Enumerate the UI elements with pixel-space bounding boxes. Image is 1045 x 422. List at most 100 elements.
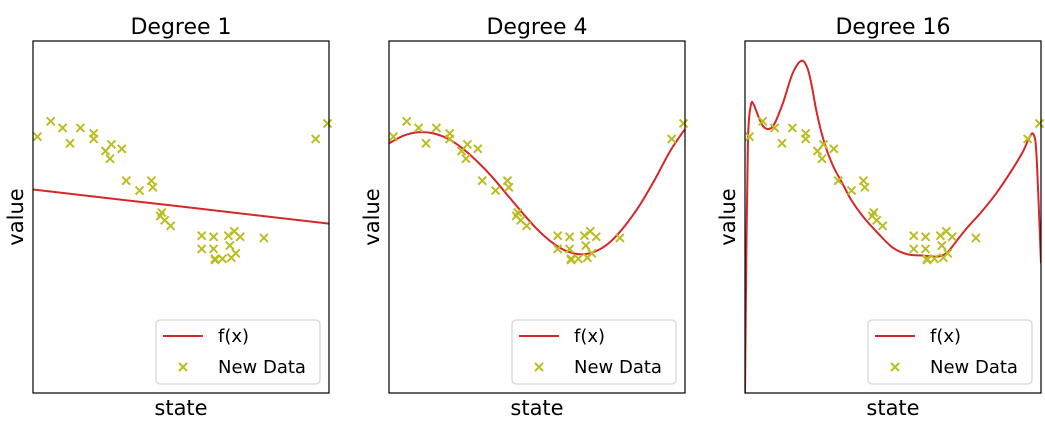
data-point	[46, 116, 56, 127]
data-point	[106, 139, 117, 150]
data-point	[553, 230, 563, 241]
data-point	[504, 182, 514, 193]
panel-degree-16: Degree 16 value state f(x) New Data	[716, 15, 1045, 420]
data-point	[462, 139, 473, 150]
legend-marker-swatch	[890, 362, 900, 372]
panel-degree-4: Degree 4 value state f(x) New Data	[360, 15, 689, 420]
data-point	[943, 248, 953, 259]
plot-area	[744, 59, 1045, 393]
legend-scatter-label: New Data	[218, 357, 306, 378]
data-point	[148, 182, 158, 193]
data-point	[165, 221, 176, 231]
x-axis-label: state	[866, 396, 919, 420]
data-point	[146, 175, 157, 186]
data-point	[477, 175, 487, 186]
y-axis-label: value	[4, 188, 28, 245]
data-point	[858, 175, 869, 186]
data-point	[922, 254, 932, 264]
data-point	[225, 240, 235, 251]
legend-line-label: f(x)	[930, 326, 961, 347]
data-point	[322, 118, 333, 129]
data-point	[431, 123, 442, 133]
data-point	[208, 232, 219, 242]
legend: f(x) New Data	[511, 319, 677, 385]
data-point	[223, 230, 234, 241]
data-point	[846, 185, 857, 196]
data-point	[310, 134, 321, 144]
data-point	[564, 232, 575, 242]
data-point	[502, 175, 513, 186]
data-point	[553, 244, 563, 254]
data-point	[920, 232, 931, 242]
legend-marker-swatch	[178, 362, 188, 372]
fitted-curve	[33, 188, 329, 225]
fitted-curve	[745, 59, 1041, 393]
data-point	[971, 233, 981, 243]
legend: f(x) New Data	[867, 319, 1033, 385]
data-point	[678, 118, 689, 129]
data-point	[909, 230, 919, 241]
panel-degree-1: Degree 1 value state f(x) New Data	[4, 15, 333, 420]
data-point	[935, 230, 946, 241]
data-point	[744, 131, 755, 142]
data-point	[259, 233, 269, 243]
data-point	[402, 116, 412, 127]
data-point	[121, 175, 131, 186]
plot-frame	[744, 40, 1042, 394]
data-point	[513, 207, 523, 218]
data-point	[75, 123, 86, 133]
data-point	[564, 244, 575, 254]
plot-frame	[32, 40, 330, 394]
data-point	[615, 233, 625, 243]
data-point	[758, 116, 768, 127]
data-point	[134, 185, 145, 196]
data-point	[591, 232, 601, 242]
y-axis-label: value	[716, 188, 740, 245]
data-point	[573, 254, 584, 264]
chart-title: Degree 1	[130, 15, 231, 40]
data-point	[579, 230, 590, 241]
data-point	[235, 232, 245, 242]
data-point	[777, 138, 787, 149]
data-point	[1022, 134, 1033, 144]
data-point	[566, 254, 576, 264]
legend: f(x) New Data	[155, 319, 321, 385]
data-point	[157, 207, 167, 218]
data-point	[461, 153, 471, 164]
data-point	[421, 138, 431, 149]
data-point	[32, 131, 43, 142]
data-point	[88, 134, 99, 144]
data-point	[817, 153, 827, 164]
data-point	[920, 244, 931, 254]
data-point	[818, 139, 829, 150]
data-point	[444, 134, 455, 144]
data-point	[869, 207, 879, 218]
data-point	[947, 232, 957, 242]
data-point	[769, 123, 780, 133]
legend-scatter-label: New Data	[574, 357, 662, 378]
data-point	[208, 244, 219, 254]
data-point	[231, 248, 241, 259]
data-point	[800, 134, 811, 144]
data-point	[217, 254, 228, 264]
data-point	[909, 244, 919, 254]
data-point	[210, 254, 220, 264]
chart-title: Degree 4	[486, 15, 587, 40]
legend-line-label: f(x)	[218, 326, 249, 347]
y-axis-label: value	[360, 188, 384, 245]
x-axis-label: state	[154, 396, 207, 420]
data-point	[937, 240, 947, 251]
data-point	[388, 131, 399, 142]
x-axis-label: state	[510, 396, 563, 420]
data-point	[787, 123, 798, 133]
legend-marker-swatch	[534, 362, 544, 372]
data-point	[860, 182, 870, 193]
data-point	[877, 221, 888, 231]
fitted-curve	[389, 128, 685, 256]
data-point	[473, 144, 483, 154]
data-point	[197, 230, 207, 241]
data-point	[65, 138, 75, 149]
data-point	[1034, 118, 1045, 129]
data-point	[490, 185, 501, 196]
